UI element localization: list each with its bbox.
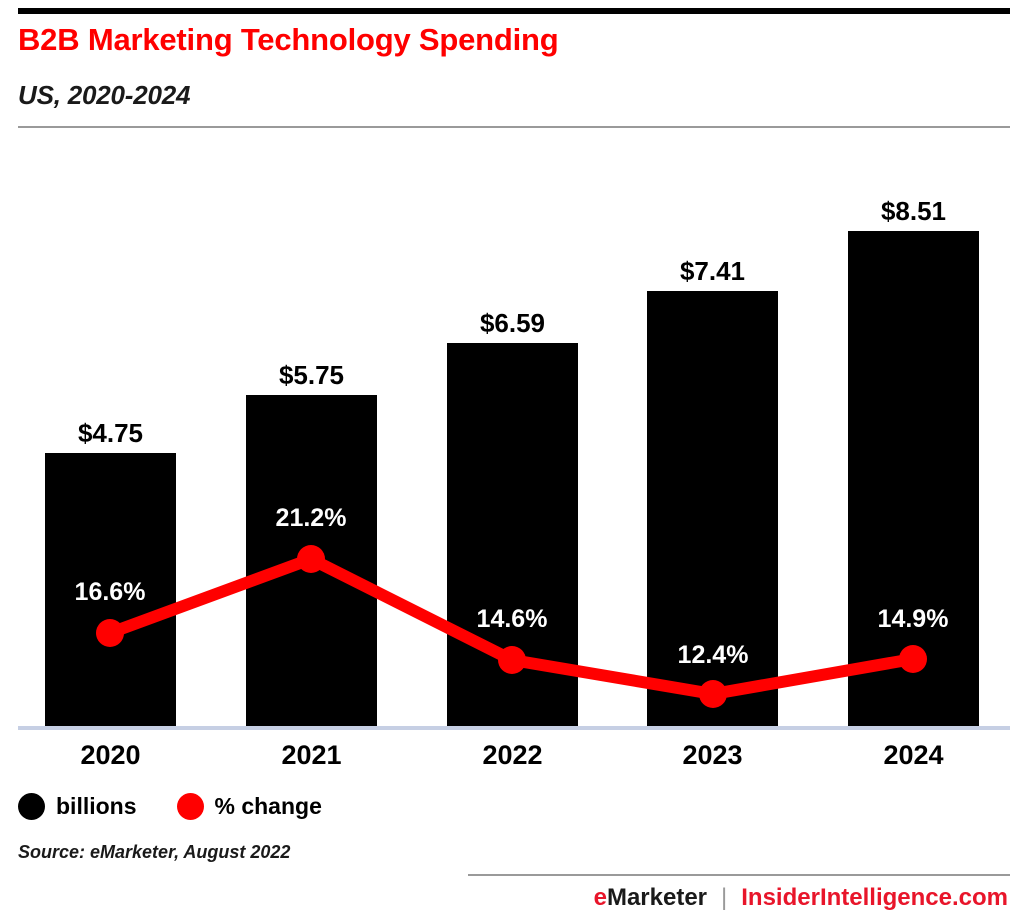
legend-label: billions	[56, 793, 137, 819]
x-axis-label-2021: 2021	[281, 740, 342, 770]
page-title: B2B Marketing Technology Spending	[18, 22, 559, 57]
page-subtitle: US, 2020-2024	[18, 80, 191, 110]
circle-red-icon	[176, 793, 204, 820]
top-divider	[18, 8, 1010, 14]
percent-label-2021: 21.2%	[275, 504, 347, 532]
legend-label: % change	[214, 793, 322, 819]
footer-divider	[468, 874, 1010, 876]
circle-black-icon	[18, 793, 45, 820]
bar-value-label-2022: $6.59	[479, 308, 546, 338]
percent-label-2023: 12.4%	[677, 641, 749, 669]
x-axis-label-2020: 2020	[80, 740, 141, 770]
bar-2022	[447, 343, 578, 726]
header-divider	[18, 126, 1010, 128]
x-axis-label-2022: 2022	[482, 740, 543, 770]
source-note: Source: eMarketer, August 2022	[18, 842, 291, 862]
legend-item-change[interactable]: % change	[176, 793, 322, 820]
chart-legend: billions % change	[18, 793, 322, 820]
insider-intelligence-link[interactable]: InsiderIntelligence.com	[741, 884, 1008, 911]
bar-value-label-2024: $8.51	[880, 196, 947, 226]
footer-branding: eMarketer | InsiderIntelligence.com	[594, 884, 1008, 912]
emarketer-logo: eMarketer	[594, 884, 707, 912]
x-axis-label-2024: 2024	[883, 740, 944, 770]
emarketer-logo-e: e	[593, 884, 607, 911]
bar-2021	[246, 395, 377, 726]
bar-value-label-2023: $7.41	[679, 256, 746, 286]
bar-value-label-2020: $4.75	[77, 418, 144, 448]
percent-label-2022: 14.6%	[476, 605, 548, 633]
legend-item-billions[interactable]: billions	[18, 793, 137, 820]
percent-label-2024: 14.9%	[877, 605, 949, 633]
x-axis-label-2023: 2023	[682, 740, 743, 770]
footer-separator: |	[721, 884, 728, 911]
x-axis-line	[18, 726, 1010, 730]
emarketer-logo-rest: Marketer	[606, 884, 708, 911]
bar-2024	[848, 231, 979, 726]
percent-label-2020: 16.6%	[74, 578, 146, 606]
bar-value-label-2021: $5.75	[278, 360, 345, 390]
